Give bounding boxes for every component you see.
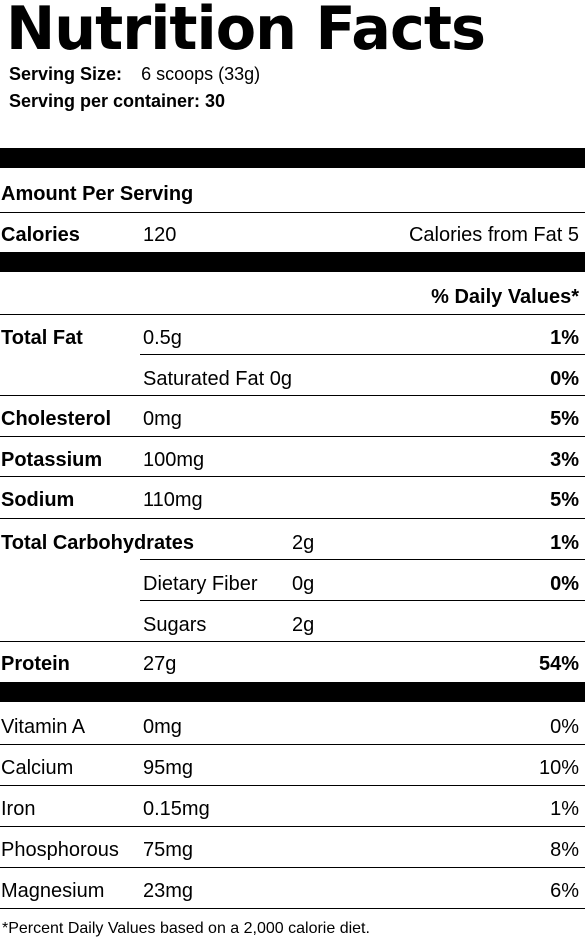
nutrient-dv: 3% — [550, 449, 579, 471]
nutrient-dv: 5% — [550, 408, 579, 430]
nutrient-dv: 5% — [550, 489, 579, 511]
nutrient-dv: 54% — [538, 653, 579, 675]
serving-size: Serving Size: 6 scoops (33g) — [9, 64, 260, 85]
thick-divider — [0, 682, 585, 702]
calories-value: 120 — [143, 224, 177, 246]
divider — [0, 867, 585, 868]
divider — [0, 314, 585, 315]
divider — [0, 212, 585, 213]
nutrient-dv: 1% — [550, 327, 579, 349]
nutrient-name: Sodium — [1, 489, 75, 511]
vitamin-amount: 95mg — [143, 757, 194, 779]
divider — [0, 436, 585, 437]
divider — [0, 395, 585, 396]
vitamin-amount: 0mg — [143, 716, 182, 738]
divider — [0, 476, 585, 477]
nutrient-name: Potassium — [1, 449, 103, 471]
nutrient-name: Total Carbohydrates — [1, 532, 194, 554]
nutrient-amount: 27g — [143, 653, 177, 675]
nutrient-name: Protein — [1, 653, 70, 675]
divider — [0, 908, 585, 909]
vitamin-dv: 1% — [550, 798, 579, 820]
divider — [0, 518, 585, 519]
calories-from-fat: Calories from Fat 5 — [408, 224, 579, 246]
nutrient-dv: 0% — [550, 368, 579, 390]
nutrient-amount: 2g — [292, 614, 315, 636]
vitamin-dv: 10% — [538, 757, 579, 779]
vitamin-dv: 6% — [550, 880, 579, 902]
daily-values-header: % Daily Values* — [431, 286, 579, 308]
nutrient-name: Saturated Fat 0g — [143, 368, 292, 390]
serving-size-label: Serving Size: — [9, 64, 123, 84]
serving-size-value: 6 scoops (33g) — [141, 64, 261, 84]
label-title: Nutrition Facts — [6, 0, 486, 64]
nutrient-amount: 0mg — [143, 408, 182, 430]
vitamin-name: Iron — [1, 798, 36, 820]
amount-per-serving: Amount Per Serving — [1, 183, 194, 205]
nutrient-amount: 100mg — [143, 449, 205, 471]
divider — [140, 600, 585, 601]
nutrient-name: Dietary Fiber — [143, 573, 258, 595]
vitamin-amount: 0.15mg — [143, 798, 210, 820]
nutrient-amount: 110mg — [143, 489, 203, 511]
divider — [0, 744, 585, 745]
nutrient-amount: 0.5g — [143, 327, 182, 349]
nutrient-dv: 1% — [550, 532, 579, 554]
vitamin-name: Vitamin A — [1, 716, 86, 738]
vitamin-dv: 8% — [550, 839, 579, 861]
divider — [0, 826, 585, 827]
thick-divider — [0, 148, 585, 168]
servings-per-container: Serving per container: 30 — [9, 91, 226, 111]
nutrient-amount: 2g — [292, 532, 315, 554]
nutrient-name: Total Fat — [1, 327, 83, 349]
footnote: *Percent Daily Values based on a 2,000 c… — [2, 920, 370, 937]
nutrient-name: Cholesterol — [1, 408, 112, 430]
vitamin-dv: 0% — [550, 716, 579, 738]
divider — [0, 785, 585, 786]
thick-divider — [0, 252, 585, 272]
vitamin-amount: 75mg — [143, 839, 194, 861]
calories-label: Calories — [1, 224, 80, 246]
nutrient-amount: 0g — [292, 573, 315, 595]
vitamin-name: Calcium — [1, 757, 74, 779]
divider — [0, 641, 585, 642]
divider — [140, 354, 585, 355]
vitamin-amount: 23mg — [143, 880, 194, 902]
divider — [140, 559, 585, 560]
nutrient-dv: 0% — [550, 573, 579, 595]
nutrient-name: Sugars — [143, 614, 207, 636]
vitamin-name: Magnesium — [1, 880, 105, 902]
vitamin-name: Phosphorous — [1, 839, 119, 861]
